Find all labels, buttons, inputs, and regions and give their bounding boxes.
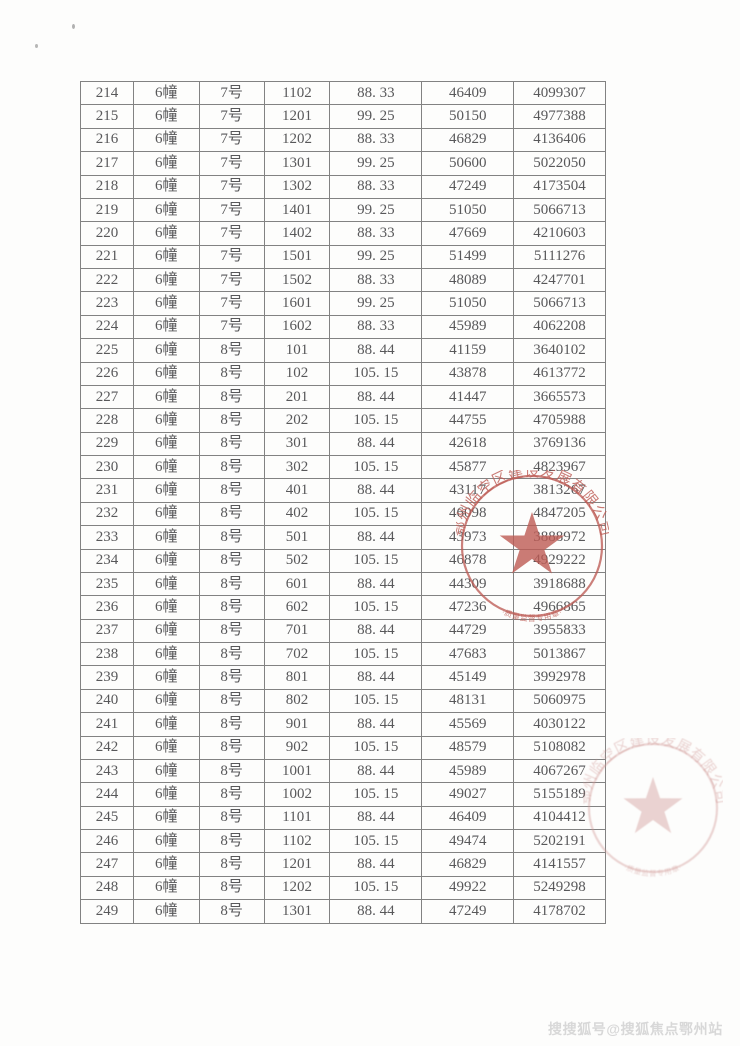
svg-text:·质量监督专用章·: ·质量监督专用章·	[622, 862, 683, 878]
